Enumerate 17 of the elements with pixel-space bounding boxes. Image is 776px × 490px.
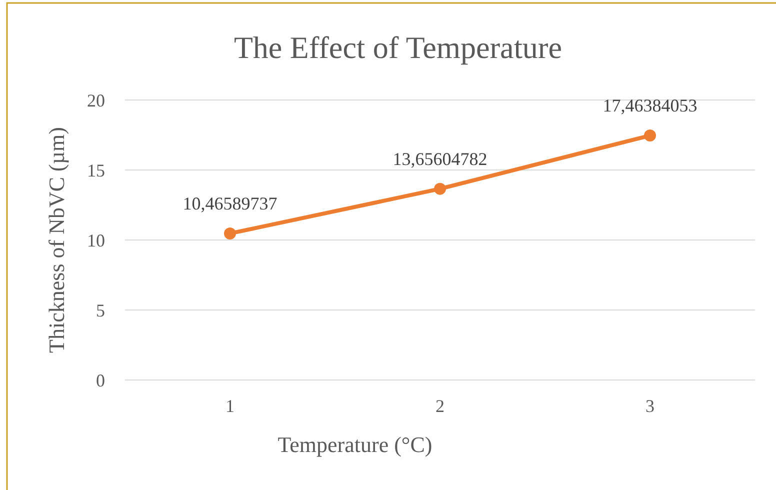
x-tick-label: 3	[646, 396, 654, 416]
chart-title: The Effect of Temperature	[234, 30, 562, 65]
y-tick-label: 0	[96, 370, 105, 390]
x-axis-title: Temperature (°C)	[278, 432, 432, 457]
y-tick-label: 15	[87, 160, 105, 180]
y-tick-label: 10	[87, 230, 105, 250]
x-tick-label: 1	[226, 396, 234, 416]
y-tick-label: 20	[87, 90, 105, 110]
y-tick-label: 5	[96, 300, 105, 320]
point	[434, 182, 446, 195]
data-label: 10,46589737	[182, 193, 278, 214]
point	[644, 130, 656, 142]
x-tick-label: 2	[436, 396, 444, 416]
data-label: 13,65604782	[392, 148, 488, 169]
data-label: 17,46384053	[602, 96, 698, 116]
y-axis-title: Thickness of NbVC (µm)	[44, 127, 69, 353]
point	[224, 227, 236, 240]
